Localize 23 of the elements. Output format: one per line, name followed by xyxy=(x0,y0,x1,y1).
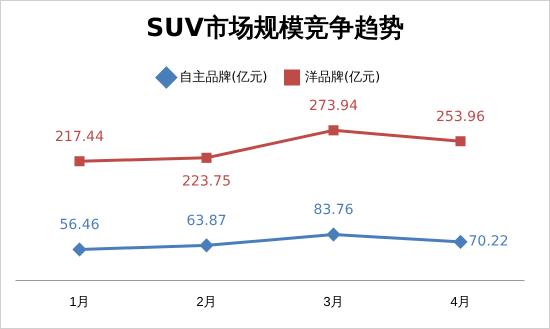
data-label: 217.44 xyxy=(55,128,104,145)
point xyxy=(200,238,213,252)
data-label: 70.22 xyxy=(468,234,509,250)
data-label: 56.46 xyxy=(59,217,100,234)
data-label: 83.76 xyxy=(313,202,354,218)
legend-label: 自主品牌(亿元) xyxy=(179,68,268,85)
x-tick-label: 1月 xyxy=(69,294,90,309)
point xyxy=(328,125,339,136)
chart-title: SUV市场规模竞争趋势 xyxy=(145,12,405,44)
data-label: 253.96 xyxy=(436,108,486,125)
x-tick-label: 3月 xyxy=(323,294,344,309)
data-label: 63.87 xyxy=(186,213,227,230)
point xyxy=(201,152,212,163)
x-tick-label: 2月 xyxy=(196,294,217,309)
point xyxy=(327,228,340,241)
point xyxy=(74,156,85,166)
data-label: 223.75 xyxy=(182,173,231,190)
point xyxy=(455,136,466,146)
legend-label: 洋品牌(亿元) xyxy=(305,70,380,85)
point xyxy=(73,242,86,256)
x-tick-label: 4月 xyxy=(450,294,471,309)
data-label: 273.94 xyxy=(309,98,358,114)
point xyxy=(454,235,467,248)
